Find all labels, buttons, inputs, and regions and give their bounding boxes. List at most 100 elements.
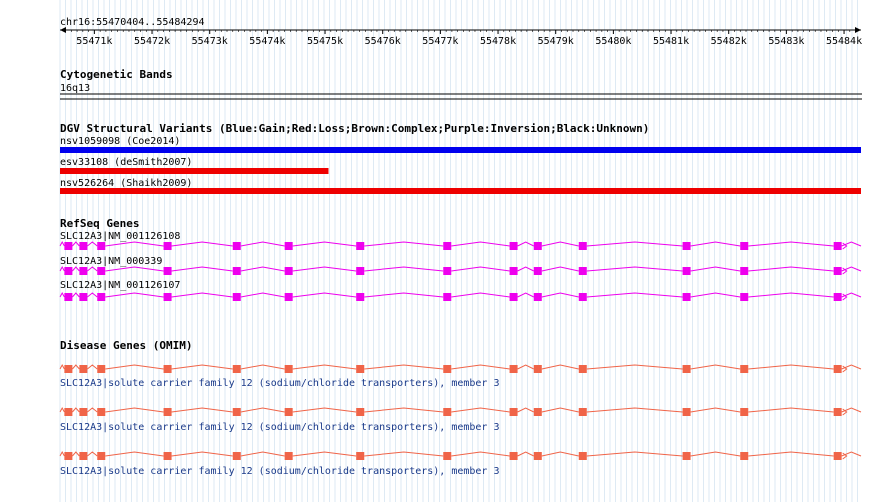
exon-block[interactable] <box>833 267 842 275</box>
exon-block[interactable] <box>833 293 842 301</box>
exon-block[interactable] <box>740 452 749 460</box>
refseq-transcript-model[interactable] <box>59 265 862 275</box>
exon-block[interactable] <box>740 267 749 275</box>
refseq-transcript-label[interactable]: SLC12A3|NM_001126108 <box>60 231 180 242</box>
exon-block[interactable] <box>682 242 691 250</box>
exon-block[interactable] <box>356 267 365 275</box>
exon-block[interactable] <box>533 293 542 301</box>
exon-block[interactable] <box>232 452 241 460</box>
exon-block[interactable] <box>740 242 749 250</box>
exon-block[interactable] <box>79 408 88 416</box>
exon-block[interactable] <box>356 293 365 301</box>
exon-block[interactable] <box>356 242 365 250</box>
omim-gene-label[interactable]: SLC12A3|solute carrier family 12 (sodium… <box>60 466 500 477</box>
exon-block[interactable] <box>578 408 587 416</box>
exon-block[interactable] <box>97 267 106 275</box>
exon-block[interactable] <box>284 408 293 416</box>
exon-block[interactable] <box>533 365 542 373</box>
exon-block[interactable] <box>232 242 241 250</box>
exon-block[interactable] <box>79 242 88 250</box>
exon-block[interactable] <box>578 365 587 373</box>
exon-block[interactable] <box>284 242 293 250</box>
omim-gene-model[interactable] <box>59 363 862 373</box>
exon-block[interactable] <box>232 365 241 373</box>
exon-block[interactable] <box>833 408 842 416</box>
exon-block[interactable] <box>509 267 518 275</box>
exon-block[interactable] <box>64 267 73 275</box>
dgv-variant-label[interactable]: nsv526264 (Shaikh2009) <box>60 178 192 189</box>
exon-block[interactable] <box>443 365 452 373</box>
exon-block[interactable] <box>833 242 842 250</box>
exon-block[interactable] <box>833 365 842 373</box>
dgv-variant-bar-loss[interactable] <box>60 168 329 174</box>
exon-block[interactable] <box>509 365 518 373</box>
dgv-variant-bar-gain[interactable] <box>60 147 861 153</box>
exon-block[interactable] <box>356 365 365 373</box>
refseq-transcript-label[interactable]: SLC12A3|NM_000339 <box>60 256 162 267</box>
exon-block[interactable] <box>356 452 365 460</box>
exon-block[interactable] <box>443 408 452 416</box>
refseq-transcript-model[interactable] <box>59 291 862 301</box>
exon-block[interactable] <box>64 293 73 301</box>
exon-block[interactable] <box>284 365 293 373</box>
exon-block[interactable] <box>533 242 542 250</box>
exon-block[interactable] <box>682 267 691 275</box>
omim-gene-label[interactable]: SLC12A3|solute carrier family 12 (sodium… <box>60 422 500 433</box>
exon-block[interactable] <box>578 452 587 460</box>
exon-block[interactable] <box>97 408 106 416</box>
exon-block[interactable] <box>64 408 73 416</box>
refseq-transcript-label[interactable]: SLC12A3|NM_001126107 <box>60 280 180 291</box>
exon-block[interactable] <box>533 452 542 460</box>
exon-block[interactable] <box>509 242 518 250</box>
exon-block[interactable] <box>682 293 691 301</box>
exon-block[interactable] <box>443 242 452 250</box>
exon-block[interactable] <box>578 242 587 250</box>
exon-block[interactable] <box>443 293 452 301</box>
exon-block[interactable] <box>509 452 518 460</box>
exon-block[interactable] <box>682 452 691 460</box>
omim-gene-label[interactable]: SLC12A3|solute carrier family 12 (sodium… <box>60 378 500 389</box>
exon-block[interactable] <box>443 452 452 460</box>
dgv-variant-bar-loss[interactable] <box>60 188 861 194</box>
exon-block[interactable] <box>163 242 172 250</box>
exon-block[interactable] <box>79 452 88 460</box>
exon-block[interactable] <box>356 408 365 416</box>
exon-block[interactable] <box>740 293 749 301</box>
exon-block[interactable] <box>533 267 542 275</box>
exon-block[interactable] <box>97 365 106 373</box>
exon-block[interactable] <box>509 293 518 301</box>
exon-block[interactable] <box>509 408 518 416</box>
exon-block[interactable] <box>443 267 452 275</box>
cytoband-label[interactable]: 16q13 <box>60 83 90 94</box>
exon-block[interactable] <box>97 242 106 250</box>
exon-block[interactable] <box>578 267 587 275</box>
exon-block[interactable] <box>79 293 88 301</box>
exon-block[interactable] <box>163 293 172 301</box>
exon-block[interactable] <box>284 452 293 460</box>
omim-gene-model[interactable] <box>59 406 862 416</box>
exon-block[interactable] <box>163 365 172 373</box>
refseq-transcript-model[interactable] <box>59 240 862 250</box>
exon-block[interactable] <box>284 293 293 301</box>
exon-block[interactable] <box>682 365 691 373</box>
exon-block[interactable] <box>163 408 172 416</box>
exon-block[interactable] <box>232 293 241 301</box>
exon-block[interactable] <box>64 242 73 250</box>
dgv-variant-label[interactable]: nsv1059098 (Coe2014) <box>60 136 180 147</box>
exon-block[interactable] <box>578 293 587 301</box>
exon-block[interactable] <box>533 408 542 416</box>
exon-block[interactable] <box>97 452 106 460</box>
exon-block[interactable] <box>682 408 691 416</box>
exon-block[interactable] <box>79 365 88 373</box>
exon-block[interactable] <box>163 267 172 275</box>
exon-block[interactable] <box>833 452 842 460</box>
exon-block[interactable] <box>64 452 73 460</box>
exon-block[interactable] <box>284 267 293 275</box>
exon-block[interactable] <box>97 293 106 301</box>
exon-block[interactable] <box>163 452 172 460</box>
exon-block[interactable] <box>740 365 749 373</box>
exon-block[interactable] <box>232 408 241 416</box>
exon-block[interactable] <box>232 267 241 275</box>
dgv-variant-label[interactable]: esv33108 (deSmith2007) <box>60 157 192 168</box>
omim-gene-model[interactable] <box>59 450 862 460</box>
